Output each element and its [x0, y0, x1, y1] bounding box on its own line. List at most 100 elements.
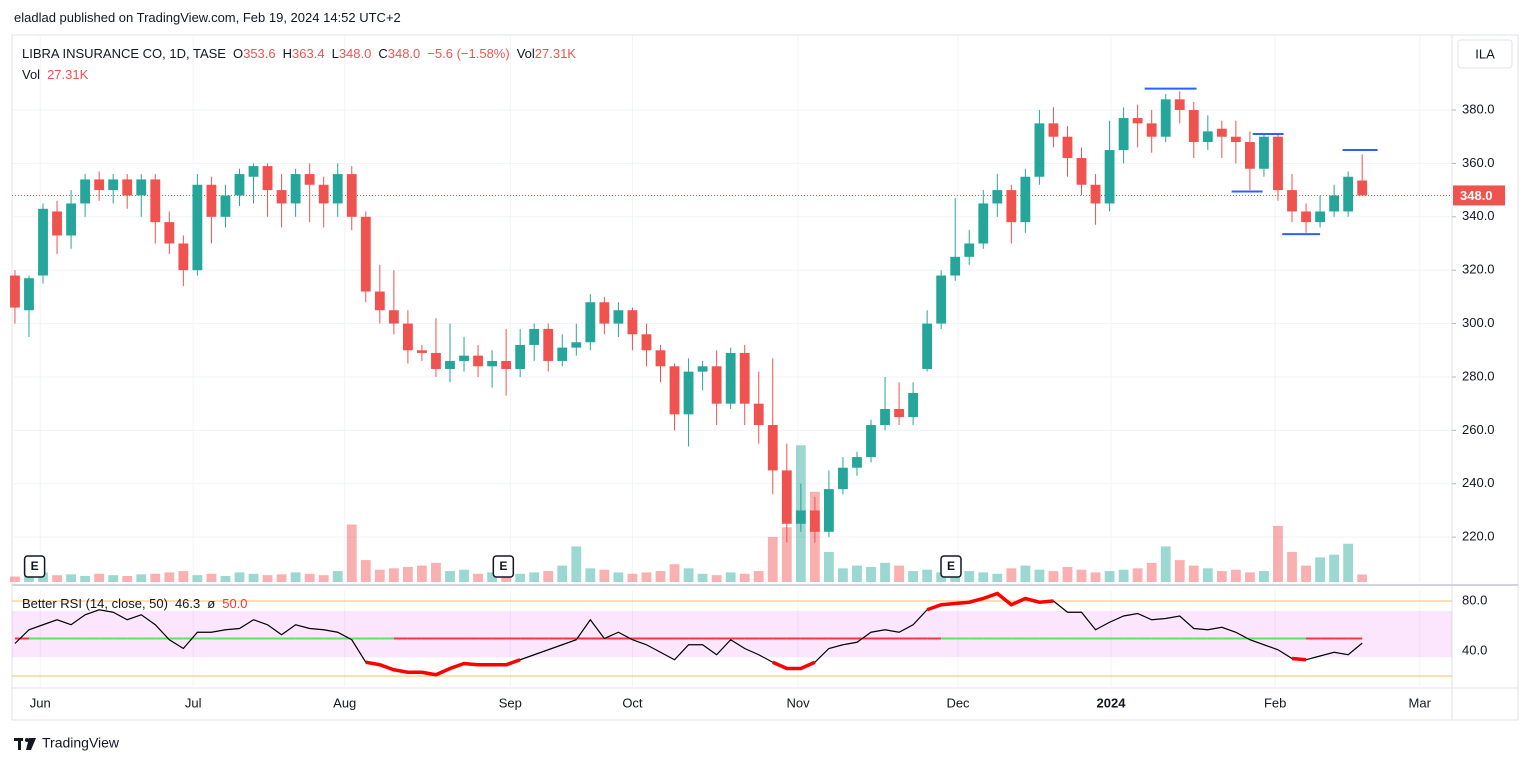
x-tick-label: Jun [30, 695, 51, 710]
y-tick-label: 260.0 [1462, 422, 1495, 437]
candle-body [1090, 184, 1101, 204]
candle-body [487, 360, 498, 367]
rsi-tick-label: 40.0 [1462, 642, 1487, 657]
volume-bar [613, 572, 624, 582]
volume-bar [1118, 569, 1129, 582]
rsi-line [14, 592, 1363, 676]
candle-body [374, 291, 385, 311]
candle-body [992, 190, 1003, 204]
earnings-label: E [31, 559, 39, 573]
candle-body [964, 243, 975, 257]
volume-bar [894, 565, 904, 582]
brand-logo [14, 738, 36, 750]
volume-bar [150, 573, 161, 582]
volume-bar [655, 571, 666, 582]
candle-body [978, 203, 989, 244]
volume-bar [290, 572, 301, 582]
candle-body [220, 195, 231, 217]
candle-body [164, 222, 175, 244]
candle-body [866, 425, 876, 458]
volume-bar [669, 564, 680, 582]
volume-bar [599, 569, 610, 582]
candle-body [66, 203, 76, 236]
candle-body [767, 425, 778, 471]
candle-body [1287, 190, 1297, 212]
volume-bar [908, 571, 919, 582]
candle-body [852, 457, 862, 468]
ohlc-name: C [378, 46, 388, 61]
candle-body [627, 310, 638, 335]
ohlc-name: L [331, 46, 339, 61]
volume-bar [1006, 568, 1017, 582]
ohlc-name: O [232, 46, 244, 61]
candle-body [304, 174, 315, 185]
volume-bar [1329, 554, 1340, 582]
y-tick-label: 240.0 [1462, 475, 1495, 490]
volume-bar [122, 575, 133, 582]
earnings-label: E [499, 559, 507, 573]
volume-bar [1188, 565, 1199, 582]
volume-bar [585, 568, 596, 582]
candle-body [571, 342, 582, 348]
volume-bar [1062, 566, 1073, 582]
volume-bar [262, 575, 273, 582]
volume-bar [767, 536, 778, 582]
volume-bar [374, 569, 385, 582]
ohlc-name: H [282, 46, 293, 61]
symbol-title: LIBRA INSURANCE CO, 1D, TASE [22, 46, 226, 61]
rsi-legend: Better RSI (14, close, 50) 46.3 ø 50.0 [22, 596, 248, 611]
y-tick-label: 380.0 [1462, 101, 1495, 116]
candle-body [809, 510, 820, 532]
volume-bar [543, 571, 554, 582]
candle-body [360, 216, 371, 292]
x-tick-label: Nov [786, 695, 810, 710]
candle-body [318, 184, 329, 204]
candle-body [38, 208, 48, 276]
volume-bar [445, 571, 455, 582]
candle-body [206, 184, 217, 217]
volume-bar [697, 573, 708, 582]
volume-bar [431, 562, 441, 582]
candle-body [1132, 118, 1143, 124]
volume-bar [880, 562, 890, 582]
volume-bar [52, 575, 62, 582]
y-tick-label: 340.0 [1462, 208, 1495, 223]
candle-body [753, 403, 764, 426]
volume-bar [1048, 571, 1059, 582]
volume-bar [922, 569, 933, 582]
volume-bar [304, 573, 315, 582]
volume-bar [1132, 568, 1143, 582]
volume-bar [866, 566, 876, 582]
candle-body [52, 211, 62, 236]
volume-bar [248, 573, 259, 582]
candle-body [781, 470, 792, 524]
volume-name: Vol [22, 67, 41, 82]
volume-bar [725, 572, 736, 582]
ohlc: O353.6 H363.4 L348.0 C348.0 [233, 46, 420, 61]
candle-body [823, 489, 834, 532]
volume-bar [627, 573, 638, 582]
volume-bar [1315, 557, 1325, 582]
candle-body [711, 366, 722, 404]
candle-body [445, 360, 455, 369]
candle-body [388, 310, 399, 324]
candle-body [501, 360, 512, 369]
volume-value: 27.31K [47, 67, 89, 82]
rsi-title: Better RSI (14, close, 50) [22, 596, 168, 611]
volume-bar [1301, 565, 1311, 582]
candle-body [1104, 150, 1115, 204]
volume-bar [136, 574, 147, 582]
volume-bar [852, 565, 862, 582]
candle-body [585, 302, 596, 343]
currency: ILA [1475, 46, 1495, 61]
ohlc-value: 348.0 [387, 46, 421, 61]
volume-bar [515, 573, 526, 582]
volume-bar [1287, 551, 1297, 582]
frame [11, 34, 1519, 721]
candle-body [1273, 136, 1283, 191]
candle-body [402, 323, 413, 351]
candle-body [515, 344, 526, 369]
candle-body [922, 323, 933, 369]
candle-body [1216, 128, 1227, 137]
